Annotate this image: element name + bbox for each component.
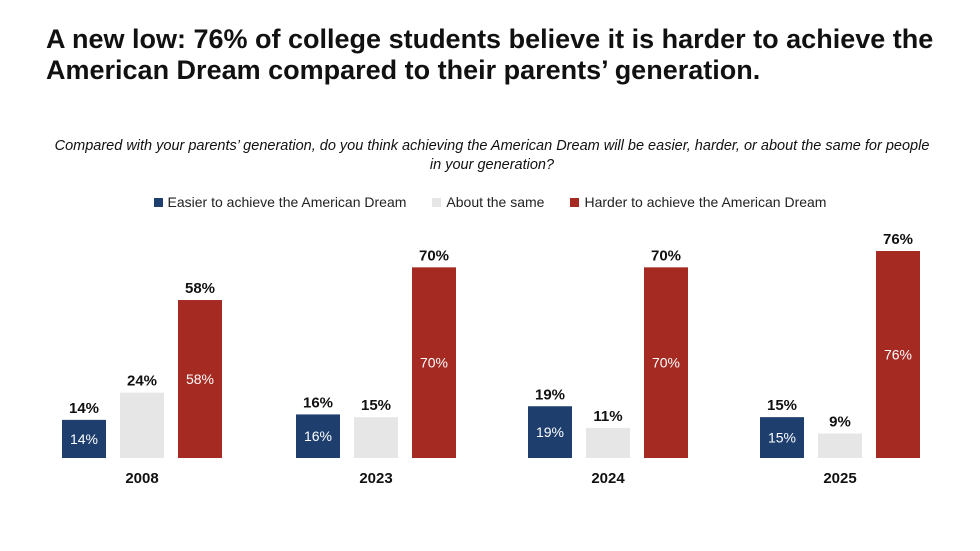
bar-easier-2025 xyxy=(760,417,804,458)
bar-harder-2008 xyxy=(178,300,222,458)
legend-item-harder: Harder to achieve the American Dream xyxy=(570,194,826,210)
legend-item-same: About the same xyxy=(432,194,544,210)
bar-same-2008 xyxy=(120,392,164,458)
bar-harder-2024 xyxy=(644,267,688,458)
legend: Easier to achieve the American Dream Abo… xyxy=(0,194,980,210)
bar-easier-2024 xyxy=(528,406,572,458)
value-label-harder-2025: 76% xyxy=(883,231,913,248)
bar-harder-2023 xyxy=(412,267,456,458)
category-label-2025: 2025 xyxy=(823,470,856,487)
page-title: A new low: 76% of college students belie… xyxy=(46,24,934,85)
bar-inner-label-harder-2025: 76% xyxy=(884,347,912,363)
category-label-2024: 2024 xyxy=(591,470,625,487)
category-label-2023: 2023 xyxy=(359,470,392,487)
value-label-same-2008: 24% xyxy=(127,373,157,390)
value-label-harder-2024: 70% xyxy=(651,247,681,264)
legend-item-easier: Easier to achieve the American Dream xyxy=(153,194,407,210)
bar-inner-label-easier-2008: 14% xyxy=(70,431,98,447)
category-label-2008: 2008 xyxy=(125,470,158,487)
legend-swatch-harder xyxy=(570,197,580,207)
value-label-easier-2008: 14% xyxy=(69,400,99,417)
bar-inner-label-harder-2023: 70% xyxy=(420,355,448,371)
value-label-easier-2023: 16% xyxy=(303,394,333,411)
bar-inner-label-easier-2025: 15% xyxy=(768,430,796,446)
legend-swatch-same xyxy=(432,197,442,207)
legend-label-easier: Easier to achieve the American Dream xyxy=(167,194,407,210)
bar-same-2025 xyxy=(818,433,862,458)
bar-easier-2023 xyxy=(296,414,340,458)
value-label-same-2023: 15% xyxy=(361,397,391,414)
bar-inner-label-harder-2008: 58% xyxy=(186,371,214,387)
value-label-easier-2024: 19% xyxy=(535,386,565,403)
legend-label-harder: Harder to achieve the American Dream xyxy=(584,194,827,210)
bar-same-2024 xyxy=(586,428,630,458)
value-label-same-2024: 11% xyxy=(593,408,622,425)
value-label-harder-2023: 70% xyxy=(419,247,449,264)
survey-question: Compared with your parents’ generation, … xyxy=(54,138,930,173)
bar-same-2023 xyxy=(354,417,398,458)
bar-harder-2025 xyxy=(876,251,920,458)
value-label-same-2025: 9% xyxy=(829,413,851,430)
bar-inner-label-easier-2024: 19% xyxy=(536,424,564,440)
bar-inner-label-easier-2023: 16% xyxy=(304,428,332,444)
value-label-easier-2025: 15% xyxy=(767,397,797,414)
legend-label-same: About the same xyxy=(446,194,545,210)
bar-inner-label-harder-2024: 70% xyxy=(652,355,680,371)
bar-easier-2008 xyxy=(62,419,106,458)
value-label-harder-2008: 58% xyxy=(185,280,215,297)
legend-swatch-easier xyxy=(153,197,163,207)
